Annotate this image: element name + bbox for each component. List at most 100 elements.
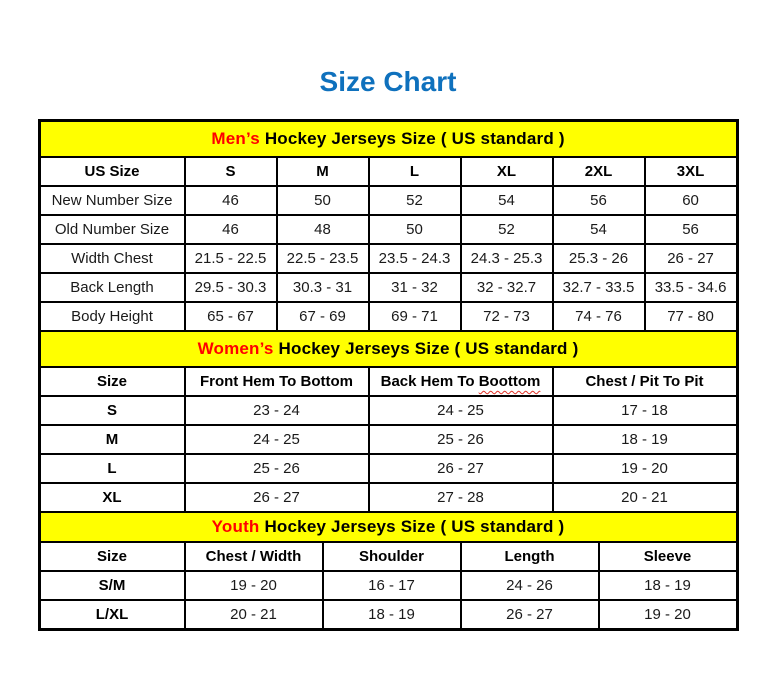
- column-header: Sleeve: [597, 541, 738, 572]
- table-row: XL 26 - 27 27 - 28 20 - 21: [38, 482, 738, 513]
- row-label: XL: [38, 482, 186, 513]
- row-label: S: [38, 395, 186, 426]
- size-value-cell: 31 - 32: [367, 272, 462, 303]
- row-label: Body Height: [38, 301, 186, 332]
- youth-size-table: Youth Hockey Jerseys Size ( US standard …: [38, 511, 738, 630]
- size-value-cell: 33.5 - 34.6: [643, 272, 738, 303]
- section-heading-rest: Hockey Jerseys Size ( US standard ): [259, 517, 565, 536]
- column-header: Shoulder: [321, 541, 462, 572]
- size-value-cell: 32.7 - 33.5: [551, 272, 646, 303]
- size-value-cell: 19 - 20: [183, 570, 324, 601]
- column-header: Back Hem To Boottom: [367, 366, 554, 397]
- size-value-cell: 22.5 - 23.5: [275, 243, 370, 274]
- womens-size-table: Women’s Hockey Jerseys Size ( US standar…: [38, 330, 738, 513]
- size-value-cell: 20 - 21: [183, 599, 324, 630]
- size-value-cell: 21.5 - 22.5: [183, 243, 278, 274]
- size-value-cell: 26 - 27: [367, 453, 554, 484]
- size-value-cell: 27 - 28: [367, 482, 554, 513]
- size-value-cell: 60: [643, 185, 738, 216]
- size-value-cell: 77 - 80: [643, 301, 738, 332]
- section-heading-accent: Youth: [211, 517, 260, 536]
- size-value-cell: 56: [643, 214, 738, 245]
- page-title: Size Chart: [319, 66, 457, 97]
- table-row: Width Chest 21.5 - 22.5 22.5 - 23.5 23.5 - …: [38, 243, 738, 274]
- size-value-cell: 25 - 26: [183, 453, 370, 484]
- size-value-cell: 24 - 25: [183, 424, 370, 455]
- mens-section-band: Men’s Hockey Jerseys Size ( US standard …: [38, 120, 738, 158]
- size-value-cell: 46: [183, 185, 278, 216]
- size-value-cell: 72 - 73: [459, 301, 554, 332]
- size-value-cell: 69 - 71: [367, 301, 462, 332]
- size-value-cell: 24 - 26: [459, 570, 600, 601]
- youth-column-header-row: Size Chest / Width Shoulder Length Sleeve: [38, 541, 738, 572]
- youth-section-band: Youth Hockey Jerseys Size ( US standard …: [38, 511, 738, 543]
- table-row: L/XL 20 - 21 18 - 19 26 - 27 19 - 20: [38, 599, 738, 630]
- size-value-cell: 50: [275, 185, 370, 216]
- table-row: Back Length 29.5 - 30.3 30.3 - 31 31 - 32 32…: [38, 272, 738, 303]
- table-row: Old Number Size 46 48 50 52 54 56: [38, 214, 738, 245]
- column-header: Length: [459, 541, 600, 572]
- size-value-cell: 18 - 19: [321, 599, 462, 630]
- size-value-cell: 20 - 21: [551, 482, 738, 513]
- size-value-cell: 30.3 - 31: [275, 272, 370, 303]
- row-label: L/XL: [38, 599, 186, 630]
- womens-section-band: Women’s Hockey Jerseys Size ( US standar…: [38, 330, 738, 368]
- size-value-cell: 52: [459, 214, 554, 245]
- size-value-cell: 24.3 - 25.3: [459, 243, 554, 274]
- mens-size-table: Men’s Hockey Jerseys Size ( US standard …: [38, 120, 738, 332]
- size-value-cell: 52: [367, 185, 462, 216]
- size-value-cell: 24 - 25: [367, 395, 554, 426]
- size-tables-container: Men’s Hockey Jerseys Size ( US standard …: [37, 119, 739, 631]
- table-row: S 23 - 24 24 - 25 17 - 18: [38, 395, 738, 426]
- column-header: S: [183, 156, 278, 187]
- column-header: 3XL: [643, 156, 738, 187]
- size-value-cell: 54: [551, 214, 646, 245]
- table-row: S/M 19 - 20 16 - 17 24 - 26 18 - 19: [38, 570, 738, 601]
- size-value-cell: 26 - 27: [459, 599, 600, 630]
- column-header: US Size: [38, 156, 186, 187]
- size-value-cell: 67 - 69: [275, 301, 370, 332]
- size-value-cell: 74 - 76: [551, 301, 646, 332]
- size-value-cell: 19 - 20: [551, 453, 738, 484]
- column-header: Front Hem To Bottom: [183, 366, 370, 397]
- section-heading-accent: Women’s: [197, 339, 274, 358]
- row-label: Back Length: [38, 272, 186, 303]
- row-label: S/M: [38, 570, 186, 601]
- size-value-cell: 46: [183, 214, 278, 245]
- mens-column-header-row: US Size S M L XL 2XL 3XL: [38, 156, 738, 187]
- row-label: Width Chest: [38, 243, 186, 274]
- size-value-cell: 50: [367, 214, 462, 245]
- misspelled-word: Boottom: [478, 373, 541, 390]
- mens-section-heading: Men’s Hockey Jerseys Size ( US standard …: [38, 120, 738, 158]
- section-heading-accent: Men’s: [211, 129, 260, 148]
- size-value-cell: 48: [275, 214, 370, 245]
- row-label: Old Number Size: [38, 214, 186, 245]
- table-row: New Number Size 46 50 52 54 56 60: [38, 185, 738, 216]
- size-value-cell: 19 - 20: [597, 599, 738, 630]
- size-value-cell: 54: [459, 185, 554, 216]
- table-row: L 25 - 26 26 - 27 19 - 20: [38, 453, 738, 484]
- womens-section-heading: Women’s Hockey Jerseys Size ( US standar…: [38, 330, 738, 368]
- size-value-cell: 18 - 19: [597, 570, 738, 601]
- section-heading-rest: Hockey Jerseys Size ( US standard ): [273, 339, 579, 358]
- row-label: New Number Size: [38, 185, 186, 216]
- column-header: XL: [459, 156, 554, 187]
- size-value-cell: 26 - 27: [643, 243, 738, 274]
- column-header: Chest / Width: [183, 541, 324, 572]
- size-value-cell: 26 - 27: [183, 482, 370, 513]
- size-value-cell: 16 - 17: [321, 570, 462, 601]
- womens-column-header-row: Size Front Hem To Bottom Back Hem To Boott…: [38, 366, 738, 397]
- row-label: M: [38, 424, 186, 455]
- table-row: Body Height 65 - 67 67 - 69 69 - 71 72 - 73 7…: [38, 301, 738, 332]
- size-value-cell: 18 - 19: [551, 424, 738, 455]
- size-value-cell: 32 - 32.7: [459, 272, 554, 303]
- table-row: M 24 - 25 25 - 26 18 - 19: [38, 424, 738, 455]
- row-label: L: [38, 453, 186, 484]
- size-value-cell: 23.5 - 24.3: [367, 243, 462, 274]
- size-value-cell: 56: [551, 185, 646, 216]
- column-header: Chest / Pit To Pit: [551, 366, 738, 397]
- column-header: M: [275, 156, 370, 187]
- youth-section-heading: Youth Hockey Jerseys Size ( US standard …: [38, 511, 738, 543]
- column-header: Size: [38, 541, 186, 572]
